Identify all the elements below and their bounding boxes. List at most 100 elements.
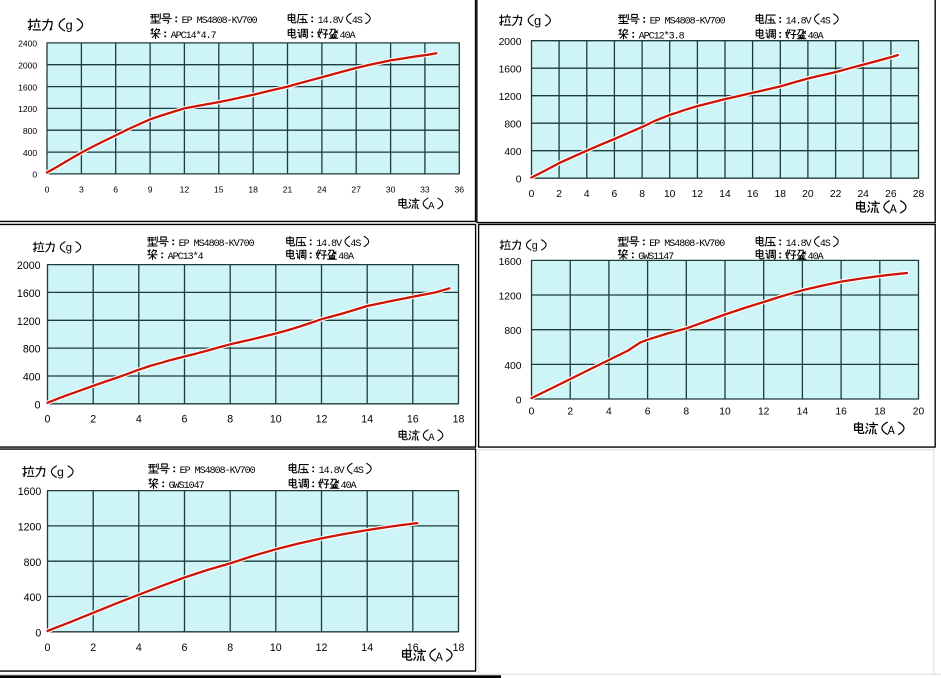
svg-text:14.8V: 14.8V: [316, 239, 342, 250]
svg-text:40A: 40A: [338, 252, 354, 263]
svg-text:15: 15: [214, 184, 224, 194]
svg-text:A: A: [428, 432, 435, 444]
svg-text:10: 10: [270, 642, 282, 654]
svg-text:4: 4: [136, 413, 142, 425]
svg-text:2000: 2000: [18, 61, 37, 71]
svg-text:0: 0: [45, 413, 51, 425]
svg-text:8: 8: [227, 413, 233, 425]
svg-text:12: 12: [758, 407, 770, 418]
svg-text:6: 6: [645, 407, 651, 418]
svg-text:g: g: [65, 19, 73, 34]
svg-text:33: 33: [420, 184, 430, 194]
svg-text:2: 2: [90, 642, 96, 654]
svg-text:18: 18: [248, 184, 258, 194]
svg-text:20: 20: [802, 189, 814, 200]
svg-text:8: 8: [639, 189, 645, 200]
svg-text:0: 0: [516, 396, 522, 407]
svg-text:10: 10: [270, 413, 282, 425]
svg-text:g: g: [534, 14, 542, 29]
svg-text:6: 6: [182, 413, 188, 425]
svg-text:2000: 2000: [499, 37, 522, 48]
svg-text:2400: 2400: [18, 39, 37, 49]
svg-text:14.8V: 14.8V: [786, 16, 812, 27]
svg-text:EP MS4808-KV700: EP MS4808-KV700: [180, 466, 256, 477]
svg-text:EP MS4808-KV700: EP MS4808-KV700: [182, 16, 258, 27]
svg-text:APC14*4.7: APC14*4.7: [171, 30, 217, 42]
svg-text:8: 8: [683, 407, 689, 418]
svg-text:GWS1147: GWS1147: [638, 252, 674, 263]
svg-text:0: 0: [516, 175, 522, 186]
svg-text:14: 14: [361, 642, 373, 654]
svg-text:1600: 1600: [499, 257, 522, 268]
svg-text:400: 400: [23, 372, 41, 384]
svg-text:18: 18: [874, 407, 886, 418]
svg-text:1200: 1200: [18, 104, 37, 114]
svg-text:20: 20: [913, 407, 925, 418]
svg-text:4S: 4S: [820, 16, 831, 27]
svg-text:24: 24: [317, 184, 327, 194]
svg-text:16: 16: [835, 407, 847, 418]
svg-text:6: 6: [113, 184, 118, 194]
svg-text:16: 16: [747, 189, 759, 200]
svg-text:8: 8: [227, 642, 233, 654]
svg-text:0: 0: [35, 627, 41, 639]
svg-text:800: 800: [504, 120, 521, 131]
svg-text:0: 0: [529, 407, 535, 418]
svg-text:6: 6: [612, 189, 618, 200]
svg-text:14.8V: 14.8V: [786, 239, 812, 250]
svg-text:14: 14: [797, 407, 809, 418]
svg-text:400: 400: [24, 592, 42, 604]
svg-text:1200: 1200: [499, 92, 522, 103]
svg-text:4: 4: [136, 642, 142, 654]
svg-text:4: 4: [584, 189, 590, 200]
svg-text:A: A: [436, 651, 444, 665]
svg-text:400: 400: [23, 148, 38, 158]
svg-text:400: 400: [504, 361, 521, 372]
svg-text:800: 800: [504, 326, 521, 337]
svg-text:14.8V: 14.8V: [318, 16, 344, 27]
svg-text:12: 12: [692, 189, 704, 200]
svg-text:18: 18: [453, 642, 465, 654]
svg-text:28: 28: [913, 189, 925, 200]
svg-text:36: 36: [455, 184, 465, 194]
svg-text:10: 10: [664, 189, 676, 200]
svg-text:18: 18: [453, 413, 465, 425]
svg-text:14: 14: [361, 413, 373, 425]
svg-text:24: 24: [857, 189, 869, 200]
svg-text:EP MS4808-KV700: EP MS4808-KV700: [179, 239, 255, 250]
svg-text:22: 22: [830, 189, 842, 200]
svg-text:9: 9: [148, 184, 153, 194]
svg-text:APC12*3.8: APC12*3.8: [639, 30, 685, 42]
svg-text:EP MS4808-KV700: EP MS4808-KV700: [650, 16, 726, 27]
svg-text:2: 2: [556, 189, 562, 200]
svg-text:21: 21: [283, 184, 293, 194]
svg-text:1600: 1600: [499, 65, 522, 76]
svg-text:0: 0: [45, 642, 51, 654]
svg-text:4S: 4S: [353, 466, 364, 477]
svg-text:16: 16: [407, 642, 419, 654]
svg-text:800: 800: [24, 557, 42, 569]
svg-text:40A: 40A: [341, 481, 357, 492]
svg-text:40A: 40A: [808, 252, 824, 263]
svg-text:16: 16: [407, 413, 419, 425]
svg-text:14: 14: [719, 189, 731, 200]
svg-text:0: 0: [529, 189, 535, 200]
svg-text:0: 0: [32, 170, 37, 180]
svg-text:2000: 2000: [17, 260, 41, 272]
svg-text:A: A: [890, 203, 898, 217]
svg-text:800: 800: [23, 344, 41, 356]
svg-text:0: 0: [45, 184, 50, 194]
svg-text:30: 30: [386, 184, 396, 194]
svg-text:GWS1047: GWS1047: [169, 481, 205, 492]
svg-text:1600: 1600: [18, 82, 37, 92]
svg-text:6: 6: [182, 642, 188, 654]
svg-text:g: g: [57, 466, 64, 480]
svg-text:4S: 4S: [820, 239, 831, 250]
svg-text:1600: 1600: [17, 288, 41, 300]
svg-text:1200: 1200: [499, 292, 522, 303]
svg-text:1600: 1600: [18, 486, 42, 498]
svg-text:18: 18: [775, 189, 787, 200]
svg-text:10: 10: [719, 407, 731, 418]
svg-text:400: 400: [504, 147, 521, 158]
svg-text:12: 12: [180, 184, 190, 194]
